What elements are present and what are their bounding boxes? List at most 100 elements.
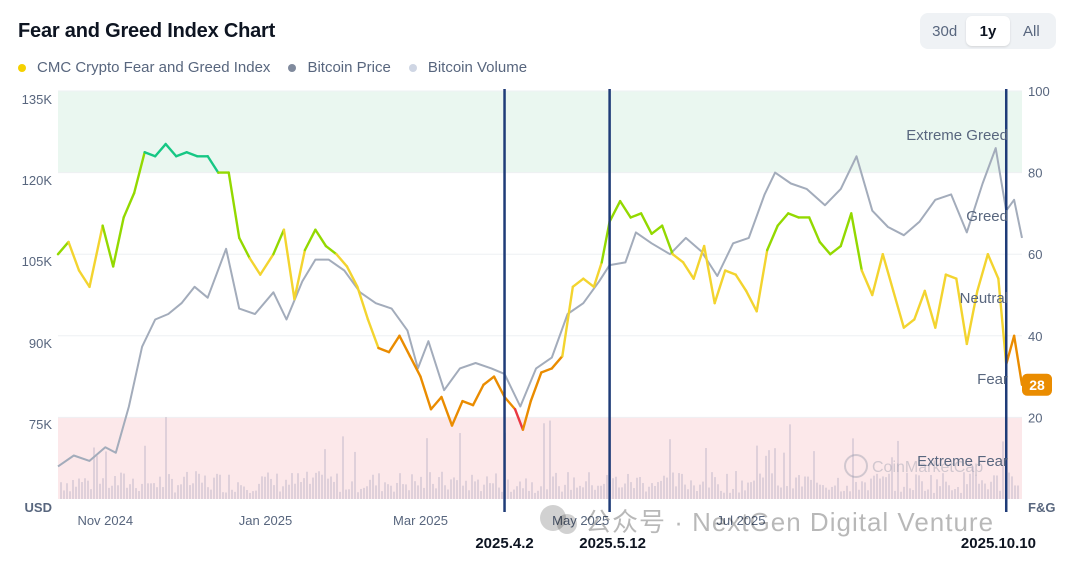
- volume-bar: [921, 481, 923, 499]
- volume-bar: [108, 487, 110, 499]
- fear-greed-segment: [582, 277, 596, 289]
- fear-greed-segment: [440, 395, 454, 427]
- fear-greed-segment: [965, 289, 979, 346]
- volume-bar: [852, 438, 854, 499]
- fear-greed-segment: [600, 220, 611, 264]
- volume-bar: [765, 455, 767, 499]
- right-axis-tick: 60: [1028, 247, 1042, 262]
- volume-bar: [435, 488, 437, 499]
- volume-bar: [459, 433, 461, 499]
- volume-bar: [789, 424, 791, 499]
- fear-greed-segment: [902, 318, 916, 329]
- volume-bar: [111, 485, 113, 499]
- volume-bar: [483, 484, 485, 499]
- volume-bar: [348, 489, 350, 499]
- volume-bar: [579, 485, 581, 499]
- fear-greed-segment: [944, 273, 958, 280]
- volume-bar: [834, 485, 836, 499]
- volume-bar: [1011, 476, 1013, 499]
- range-all-button[interactable]: All: [1022, 22, 1040, 40]
- fear-greed-segment: [723, 269, 737, 276]
- right-axis-tick: 100: [1028, 84, 1050, 99]
- volume-bar: [675, 486, 677, 499]
- volume-bar: [363, 487, 365, 499]
- volume-bar: [729, 492, 731, 499]
- volume-bar: [492, 483, 494, 499]
- volume-bar: [519, 481, 521, 499]
- fear-greed-segment: [282, 228, 296, 301]
- volume-bar: [468, 490, 470, 499]
- left-axis-tick: 75K: [29, 417, 52, 432]
- volume-bar: [183, 476, 185, 499]
- volume-bar: [231, 489, 233, 499]
- volume-bar: [825, 487, 827, 499]
- fear-greed-segment: [67, 240, 81, 272]
- fear-greed-segment: [850, 212, 863, 272]
- volume-bar: [81, 482, 83, 499]
- fear-greed-segment: [164, 142, 178, 158]
- fear-greed-segment: [955, 277, 969, 346]
- range-30d-button[interactable]: 30d: [932, 22, 958, 40]
- x-axis-tick: Jan 2025: [239, 513, 293, 528]
- volume-bar: [357, 492, 359, 499]
- fear-greed-segment: [77, 269, 91, 289]
- volume-bar: [984, 483, 986, 499]
- legend-bitcoin-volume[interactable]: Bitcoin Volume: [408, 59, 527, 76]
- volume-bar: [807, 476, 809, 499]
- volume-bar: [285, 479, 287, 499]
- fear-greed-segment: [101, 224, 115, 268]
- fear-greed-segment: [923, 289, 937, 329]
- volume-bar: [627, 473, 629, 499]
- volume-bar: [273, 485, 275, 499]
- fear-greed-segment: [871, 252, 884, 297]
- date-markers: 2025.4.2 2025.5.12 2025.10.10: [475, 89, 1036, 552]
- zone-label: Extreme Fear: [917, 453, 1008, 470]
- volume-bar: [783, 452, 785, 499]
- fear-greed-segment: [185, 150, 199, 158]
- volume-bar: [930, 475, 932, 499]
- volume-bar: [546, 489, 548, 499]
- fear-greed-segment: [429, 395, 443, 411]
- volume-bar: [1008, 472, 1010, 499]
- volume-bar: [279, 491, 281, 499]
- legend-label-bitcoin-price: Bitcoin Price: [307, 59, 391, 76]
- zone-label: Fear: [977, 371, 1008, 388]
- bitcoin-price-line: [57, 147, 1023, 468]
- volume-bar: [450, 479, 452, 499]
- volume-bar: [816, 482, 818, 499]
- fear-greed-segment: [122, 191, 136, 219]
- volume-bar: [255, 490, 257, 499]
- volume-bar: [474, 481, 476, 499]
- volume-bar: [630, 482, 632, 499]
- volume-bar: [378, 473, 380, 499]
- volume-bar: [747, 482, 749, 499]
- volume-bar: [456, 480, 458, 499]
- volume-bar: [525, 478, 527, 499]
- volume-bar: [1002, 441, 1004, 499]
- range-1y-button[interactable]: 1y: [966, 16, 1010, 46]
- wechat-icon: [540, 505, 566, 531]
- volume-bar: [93, 447, 95, 499]
- volume-bar: [858, 489, 860, 499]
- volume-bar: [588, 472, 590, 499]
- volume-bar: [978, 483, 980, 499]
- chart-legend: CMC Crypto Fear and Greed Index Bitcoin …: [18, 59, 545, 76]
- fear-greed-segment: [976, 252, 990, 293]
- volume-bar: [636, 477, 638, 499]
- fear-greed-segment: [734, 273, 748, 293]
- right-axis-tick: 80: [1028, 166, 1042, 181]
- volume-bar: [954, 489, 956, 499]
- volume-bar: [366, 486, 368, 499]
- volume-bar: [624, 483, 626, 499]
- volume-bar: [300, 482, 302, 499]
- fear-greed-segment: [408, 355, 422, 378]
- volume-bar: [135, 488, 137, 499]
- volume-bar: [543, 423, 545, 499]
- right-axis-tick: 40: [1028, 329, 1042, 344]
- legend-bitcoin-price[interactable]: Bitcoin Price: [288, 59, 391, 76]
- volume-bar: [438, 477, 440, 499]
- legend-fear-greed[interactable]: CMC Crypto Fear and Greed Index: [18, 59, 270, 76]
- volume-bar: [573, 477, 575, 499]
- fear-greed-segment: [550, 355, 564, 370]
